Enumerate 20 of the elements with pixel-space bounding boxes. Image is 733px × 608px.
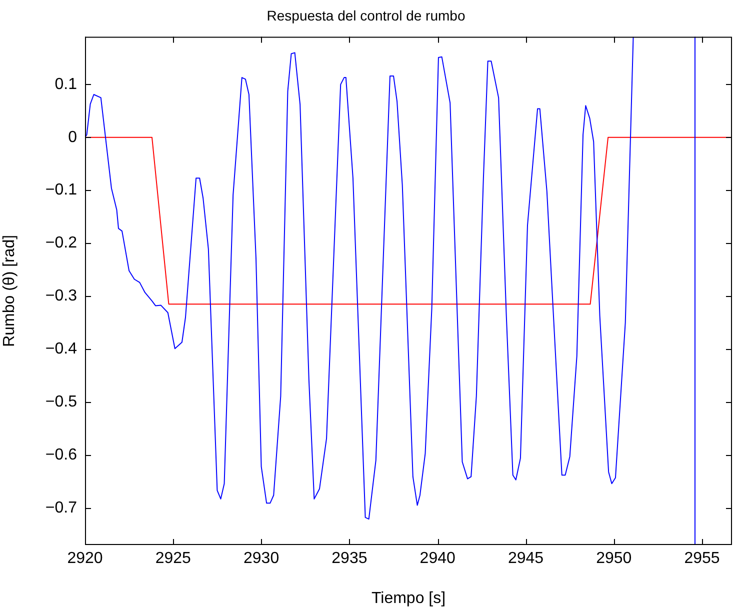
x-tick-label: 2930 <box>243 550 280 568</box>
x-tick-label: 2920 <box>67 550 103 568</box>
x-axis-title: Tiempo [s] <box>371 590 446 607</box>
y-tick-label: 0 <box>68 128 78 146</box>
y-tick-label: −0.7 <box>45 499 78 516</box>
x-tick-label: 2925 <box>155 550 192 568</box>
y-tick-label: −0.5 <box>45 393 78 410</box>
y-tick-label: −0.3 <box>45 288 78 305</box>
y-tick-label: −0.1 <box>45 182 78 199</box>
y-tick-label: −0.6 <box>45 446 78 464</box>
chart-title: Respuesta del control de rumbo <box>266 7 466 24</box>
y-tick-label: −0.2 <box>45 234 78 252</box>
x-tick-label: 2940 <box>420 550 456 568</box>
y-axis-title: Rumbo (θ) [rad] <box>1 234 18 347</box>
x-tick-label: 2935 <box>332 550 368 568</box>
y-tick-label: −0.4 <box>45 340 78 358</box>
x-tick-label: 2945 <box>508 550 544 568</box>
x-tick-label: 2955 <box>684 550 720 568</box>
x-tick-label: 2950 <box>596 550 632 568</box>
y-tick-label: 0.1 <box>54 76 78 93</box>
